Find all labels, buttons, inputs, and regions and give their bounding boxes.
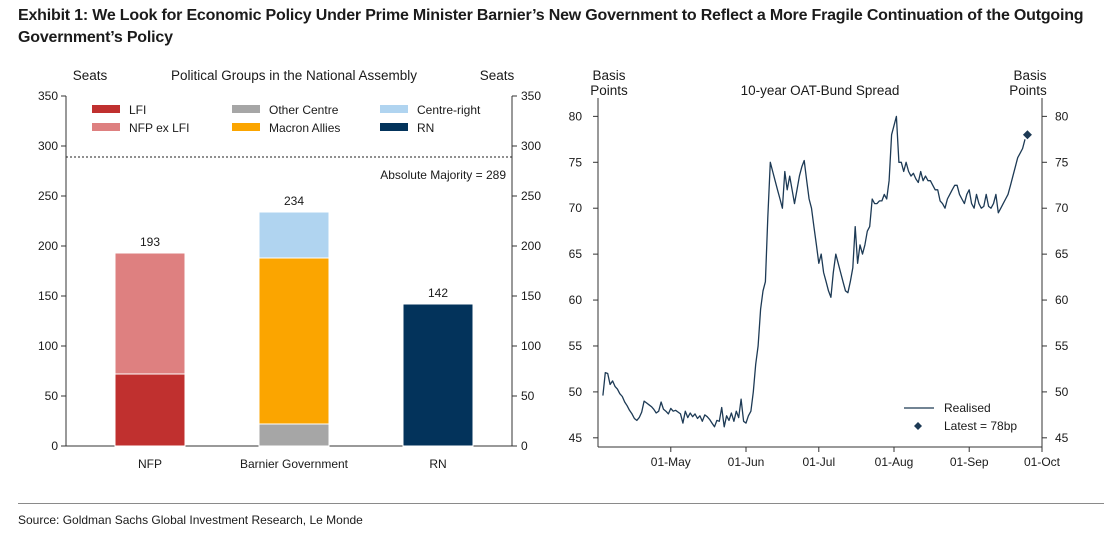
- right-y-tick-label: 50: [521, 389, 535, 403]
- legend-swatch: [380, 123, 408, 131]
- line-left-y-tick-label: 65: [569, 247, 583, 261]
- line-left-y-tick-label: 70: [569, 201, 583, 215]
- line-right-y-tick-label: 50: [1055, 385, 1069, 399]
- bar-segment: [402, 303, 474, 447]
- exhibit-title: Exhibit 1: We Look for Economic Policy U…: [18, 7, 1084, 46]
- footer-divider: [18, 503, 1104, 504]
- line-right-y-tick-label: 60: [1055, 293, 1069, 307]
- x-tick-label: NFP: [138, 457, 162, 471]
- right-y-tick-label: 0: [521, 439, 528, 453]
- legend-label: NFP ex LFI: [129, 121, 189, 135]
- line-left-y-tick-label: 45: [569, 431, 583, 445]
- bar-total-label: 193: [140, 235, 160, 249]
- legend-marker-label: Latest = 78bp: [944, 419, 1017, 433]
- bar-total-label: 234: [284, 194, 304, 208]
- source-note: Source: Goldman Sachs Global Investment …: [18, 513, 363, 527]
- line-right-y-tick-label: 65: [1055, 247, 1069, 261]
- bar-total-label: 142: [428, 286, 448, 300]
- line-right-y-tick-label: 75: [1055, 155, 1069, 169]
- legend-swatch: [92, 123, 120, 131]
- legend-swatch: [232, 105, 260, 113]
- legend-label: LFI: [129, 103, 146, 117]
- bar-segment: [114, 252, 186, 375]
- left-y-tick-label: 350: [38, 89, 58, 103]
- line-left-y-tick-label: 80: [569, 109, 583, 123]
- left-y-tick-label: 50: [45, 389, 59, 403]
- left-y-tick-label: 300: [38, 139, 58, 153]
- x-tick-label: RN: [429, 457, 446, 471]
- right-y-tick-label: 250: [521, 189, 541, 203]
- line-left-y-tick-label: 50: [569, 385, 583, 399]
- right-y-axis-title: Seats: [480, 68, 515, 83]
- line-right-y-tick-label: 55: [1055, 339, 1069, 353]
- legend-label: Macron Allies: [269, 121, 340, 135]
- left-y-tick-label: 250: [38, 189, 58, 203]
- x-tick-label: Barnier Government: [240, 457, 349, 471]
- left-y-tick-label: 200: [38, 239, 58, 253]
- legend-marker-swatch: [914, 422, 922, 430]
- legend-label: Other Centre: [269, 103, 339, 117]
- legend-line-label: Realised: [944, 401, 991, 415]
- line-x-tick-label: 01-Oct: [1024, 455, 1061, 469]
- latest-marker: [1022, 130, 1032, 140]
- line-x-tick-label: 01-May: [651, 455, 691, 469]
- line-left-y-tick-label: 55: [569, 339, 583, 353]
- left-y-tick-label: 100: [38, 339, 58, 353]
- right-y-tick-label: 150: [521, 289, 541, 303]
- legend-label: Centre-right: [417, 103, 481, 117]
- right-y-tick-label: 200: [521, 239, 541, 253]
- right-y-tick-label: 350: [521, 89, 541, 103]
- series-line-realised: [602, 115, 1026, 428]
- left-y-tick-label: 0: [51, 439, 58, 453]
- bar-segment: [258, 257, 330, 425]
- line-left-axis-title-1: Basis: [592, 68, 625, 83]
- left-chart-title: Political Groups in the National Assembl…: [171, 68, 417, 83]
- line-left-y-tick-label: 75: [569, 155, 583, 169]
- bar-segment: [114, 373, 186, 447]
- line-x-tick-label: 01-Aug: [875, 455, 914, 469]
- right-y-tick-label: 100: [521, 339, 541, 353]
- legend-label: RN: [417, 121, 434, 135]
- line-right-y-tick-label: 80: [1055, 109, 1069, 123]
- legend-swatch: [380, 105, 408, 113]
- majority-label: Absolute Majority = 289: [380, 168, 506, 182]
- bar-segment: [258, 423, 330, 447]
- line-right-y-tick-label: 70: [1055, 201, 1069, 215]
- line-left-y-tick-label: 60: [569, 293, 583, 307]
- line-left-axis-title-2: Points: [590, 83, 628, 98]
- legend-swatch: [92, 105, 120, 113]
- bar-segment: [258, 211, 330, 259]
- line-x-tick-label: 01-Jul: [802, 455, 835, 469]
- line-chart-title: 10-year OAT-Bund Spread: [741, 83, 900, 98]
- right-y-tick-label: 300: [521, 139, 541, 153]
- line-right-y-tick-label: 45: [1055, 431, 1069, 445]
- legend-swatch: [232, 123, 260, 131]
- line-x-tick-label: 01-Sep: [950, 455, 989, 469]
- left-y-axis-title: Seats: [73, 68, 108, 83]
- line-right-axis-title-1: Basis: [1013, 68, 1046, 83]
- line-right-axis-title-2: Points: [1009, 83, 1047, 98]
- left-y-tick-label: 150: [38, 289, 58, 303]
- line-x-tick-label: 01-Jun: [728, 455, 765, 469]
